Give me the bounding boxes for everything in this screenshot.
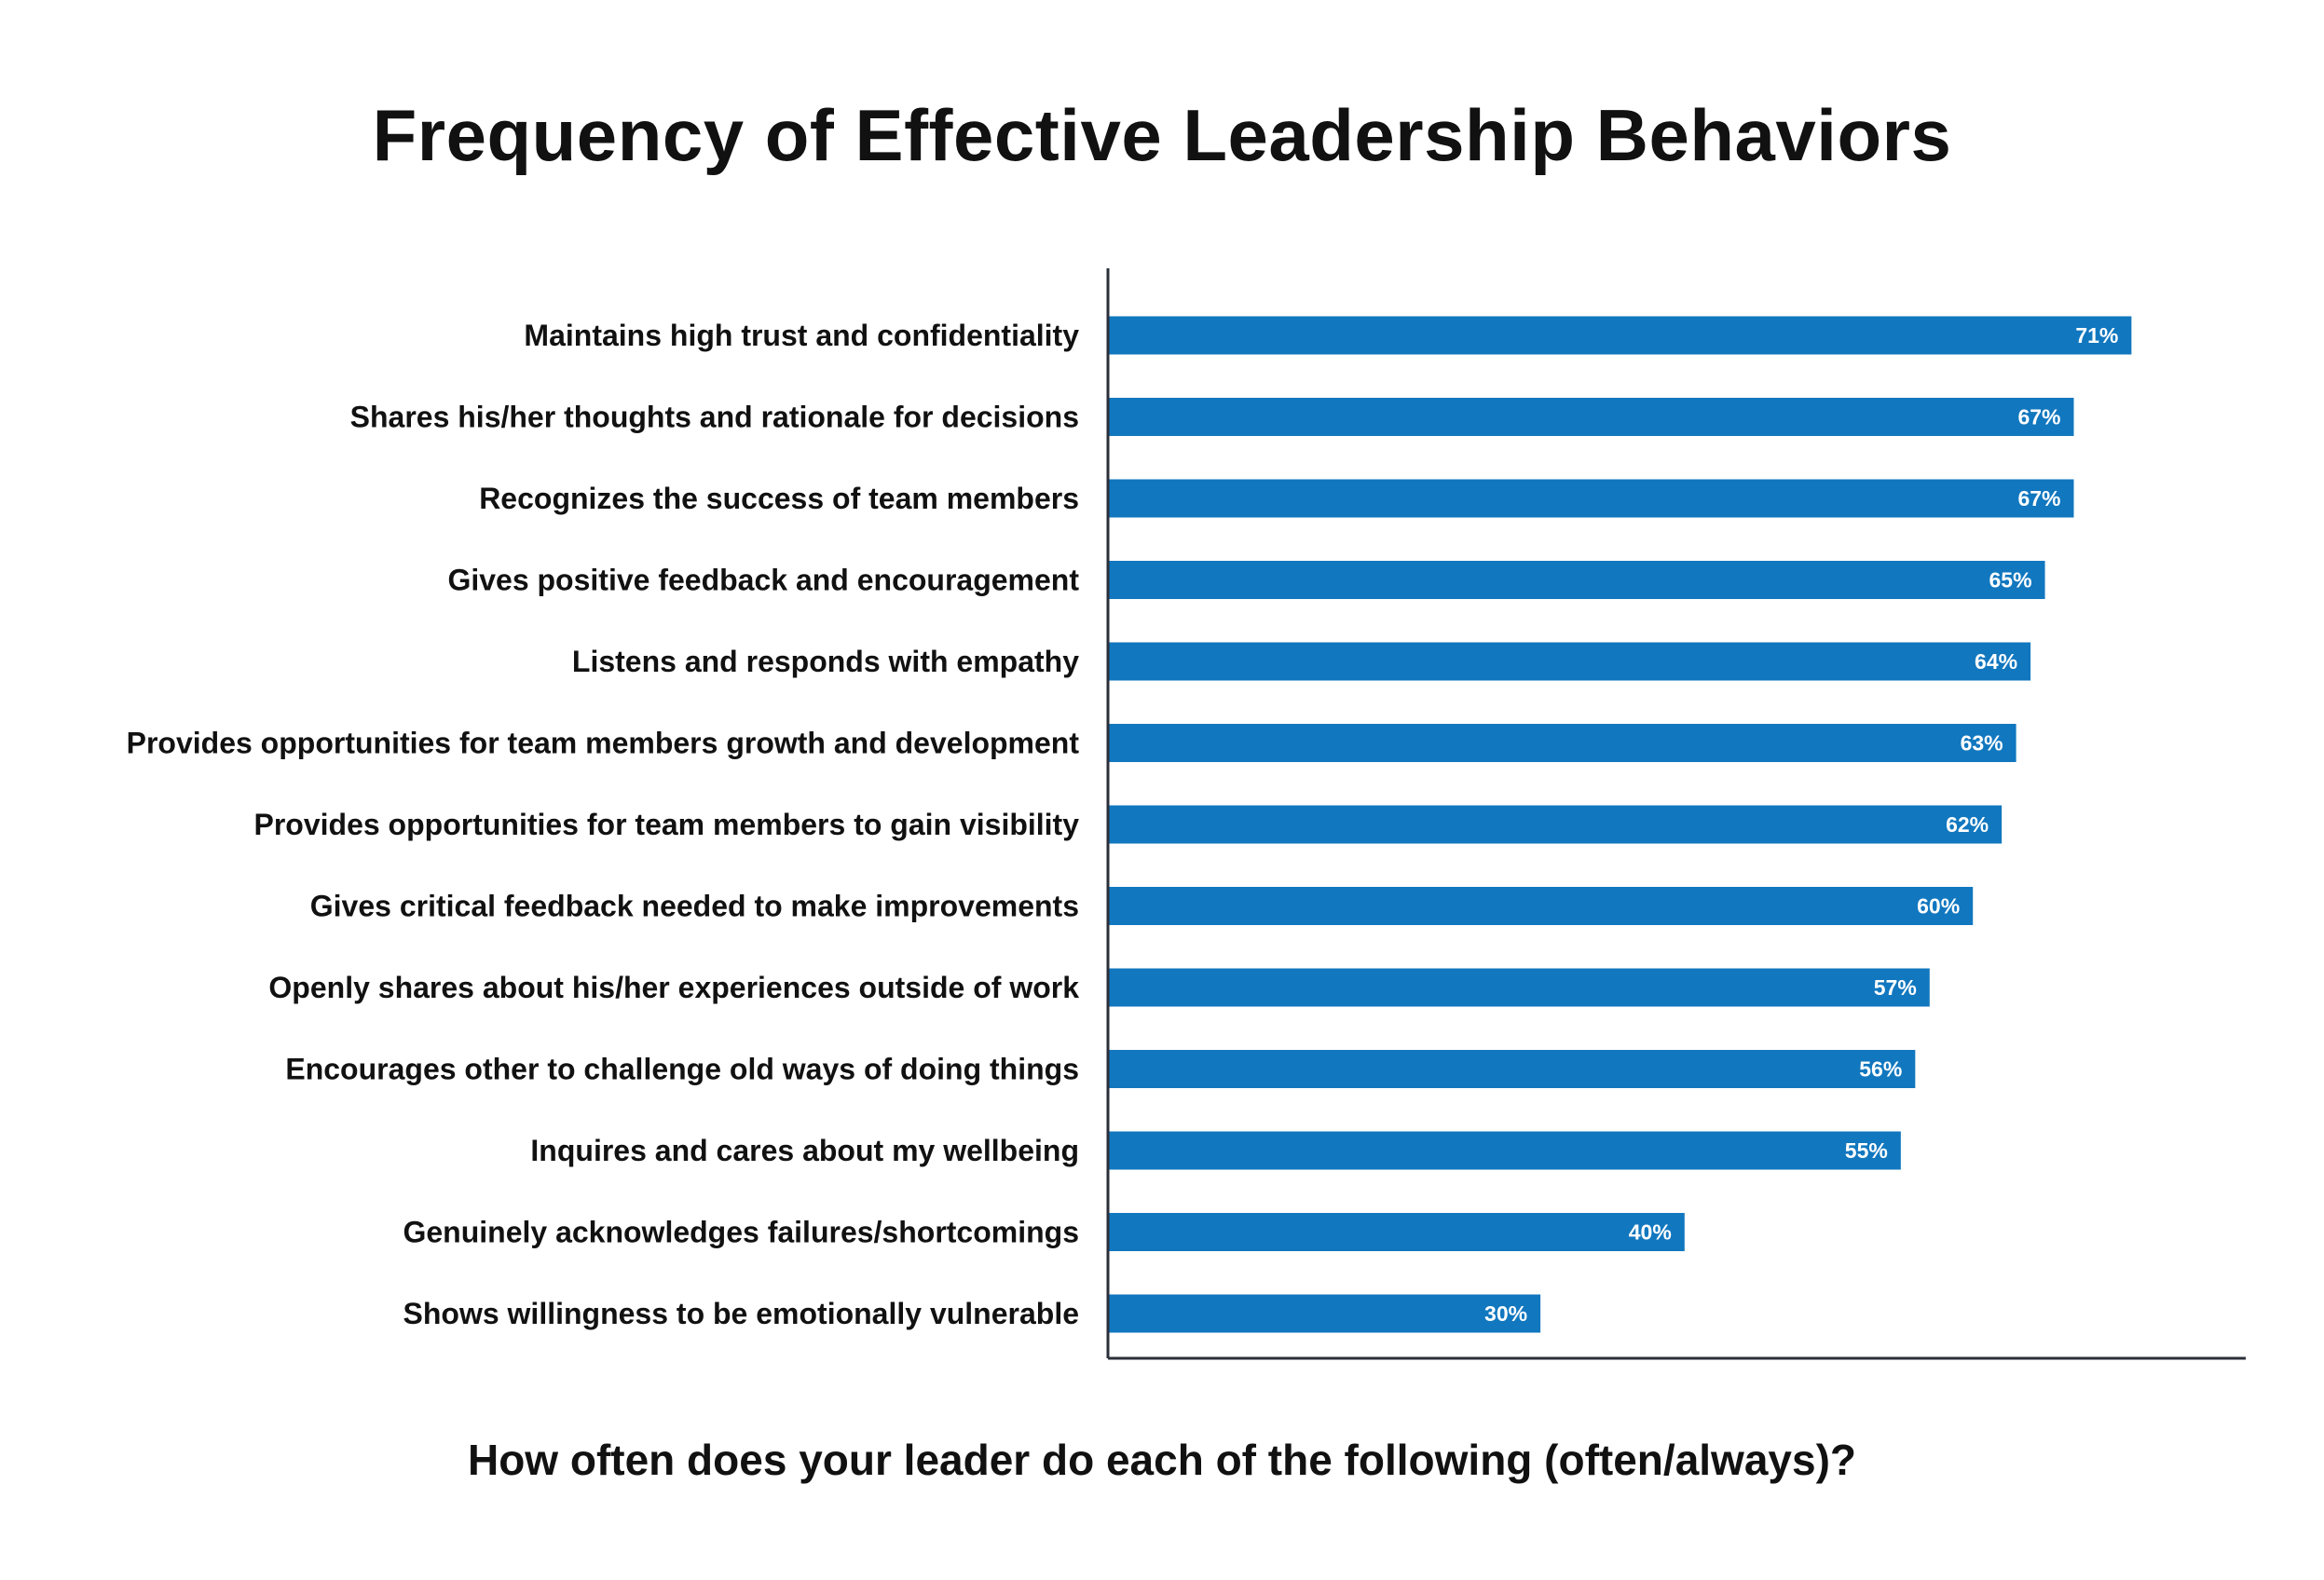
bar-value-label: 67% <box>2017 405 2060 429</box>
category-label: Shows willingness to be emotionally vuln… <box>403 1297 1079 1330</box>
bar-value-label: 55% <box>1845 1138 1888 1163</box>
category-labels: Maintains high trust and confidentiality… <box>127 319 1080 1330</box>
chart-title: Frequency of Effective Leadership Behavi… <box>372 94 1952 176</box>
bar <box>1108 887 1974 925</box>
value-labels: 71% 67% 67% 65% 64% 63% 62% 60% 57% 56% 55% 40% 30% <box>1484 323 2118 1326</box>
bar-value-label: 57% <box>1874 975 1917 1000</box>
bars <box>1108 316 2132 1333</box>
bar-value-label: 65% <box>1989 568 2032 592</box>
bar-value-label: 40% <box>1629 1220 1672 1245</box>
category-label: Provides opportunities for team members … <box>253 808 1079 841</box>
bar-value-label: 30% <box>1484 1301 1527 1326</box>
category-label: Listens and responds with empathy <box>572 645 1079 678</box>
bar <box>1108 316 2132 355</box>
category-label: Maintains high trust and confidentiality <box>524 319 1079 352</box>
category-label: Provides opportunities for team members … <box>127 727 1080 760</box>
bar-value-label: 56% <box>1859 1057 1902 1082</box>
bar <box>1108 642 2031 681</box>
bar-value-label: 62% <box>1946 812 1989 837</box>
bar <box>1108 1050 1916 1088</box>
bar <box>1108 724 2016 762</box>
chart-subtitle: How often does your leader do each of th… <box>467 1436 1856 1484</box>
bar-value-label: 67% <box>2017 486 2060 511</box>
category-label: Genuinely acknowledges failures/shortcom… <box>403 1216 1079 1249</box>
bar <box>1108 968 1930 1007</box>
bar <box>1108 1294 1541 1333</box>
bar <box>1108 1131 1901 1170</box>
bar <box>1108 398 2074 436</box>
category-label: Gives positive feedback and encouragemen… <box>447 564 1079 597</box>
category-label: Openly shares about his/her experiences … <box>268 971 1079 1004</box>
bar <box>1108 479 2074 518</box>
bar-value-label: 60% <box>1917 894 1960 919</box>
category-label: Gives critical feedback needed to make i… <box>310 890 1079 923</box>
bar <box>1108 1213 1685 1251</box>
category-label: Recognizes the success of team members <box>479 482 1079 515</box>
category-label: Shares his/her thoughts and rationale fo… <box>350 401 1079 434</box>
bar-value-label: 64% <box>1975 649 2017 674</box>
bar <box>1108 561 2045 599</box>
category-label: Encourages other to challenge old ways o… <box>285 1053 1079 1086</box>
bar <box>1108 805 2003 844</box>
bar-value-label: 71% <box>2075 323 2118 347</box>
bar-value-label: 63% <box>1961 731 2003 756</box>
category-label: Inquires and cares about my wellbeing <box>530 1134 1079 1167</box>
